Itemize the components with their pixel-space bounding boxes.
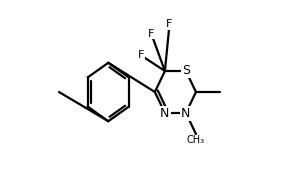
Text: F: F <box>148 29 154 39</box>
Text: N: N <box>181 107 190 119</box>
Text: N: N <box>160 107 170 119</box>
Text: CH₃: CH₃ <box>187 135 205 145</box>
Text: S: S <box>182 65 190 77</box>
Text: F: F <box>138 50 144 61</box>
Text: F: F <box>166 20 173 29</box>
